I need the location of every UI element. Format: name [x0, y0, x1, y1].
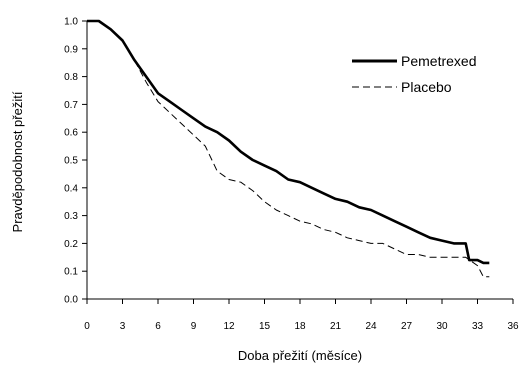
x-tick-label: 15 [259, 321, 271, 332]
x-tick-label: 9 [191, 321, 197, 332]
y-tick-label: 0.3 [64, 211, 78, 222]
legend-label-pemetrexed: Pemetrexed [401, 53, 476, 69]
series-line-placebo [87, 20, 490, 278]
y-tick-label: 0.9 [64, 44, 78, 55]
x-tick-label: 36 [507, 321, 519, 332]
y-tick-label: 1.0 [64, 17, 78, 28]
x-tick-label: 30 [436, 321, 448, 332]
y-tick-label: 0.7 [64, 100, 78, 111]
series-line-pemetrexed [87, 19, 490, 265]
x-tick-label: 0 [84, 321, 90, 332]
x-tick-label: 18 [294, 321, 306, 332]
x-tick-label: 6 [155, 321, 161, 332]
y-tick-label: 0.8 [64, 72, 78, 83]
x-tick-label: 12 [223, 321, 235, 332]
legend-label-placebo: Placebo [401, 79, 452, 95]
legend: Pemetrexed Placebo [352, 53, 476, 95]
y-tick-label: 0.1 [64, 267, 78, 278]
y-tick-label: 0.4 [64, 183, 78, 194]
x-tick-label: 27 [401, 321, 413, 332]
x-ticks: 0 3 6 9 12 15 18 21 24 27 30 33 36 [84, 299, 519, 332]
x-axis-title: Doba přežití (měsíce) [238, 348, 362, 363]
y-tick-label: 0.5 [64, 156, 78, 167]
y-axis-title: Pravděpodobnost přežití [10, 91, 25, 232]
x-tick-label: 24 [365, 321, 377, 332]
y-tick-label: 0.0 [64, 295, 78, 306]
plot-lines [87, 19, 490, 278]
x-tick-label: 21 [330, 321, 342, 332]
x-tick-label: 33 [472, 321, 484, 332]
y-tick-label: 0.2 [64, 239, 78, 250]
y-ticks: 0.0 0.1 0.2 0.3 0.4 0.5 0.6 0.7 0.8 0.9 1.0 [64, 17, 87, 306]
x-tick-label: 3 [120, 321, 126, 332]
y-tick-label: 0.6 [64, 128, 78, 139]
